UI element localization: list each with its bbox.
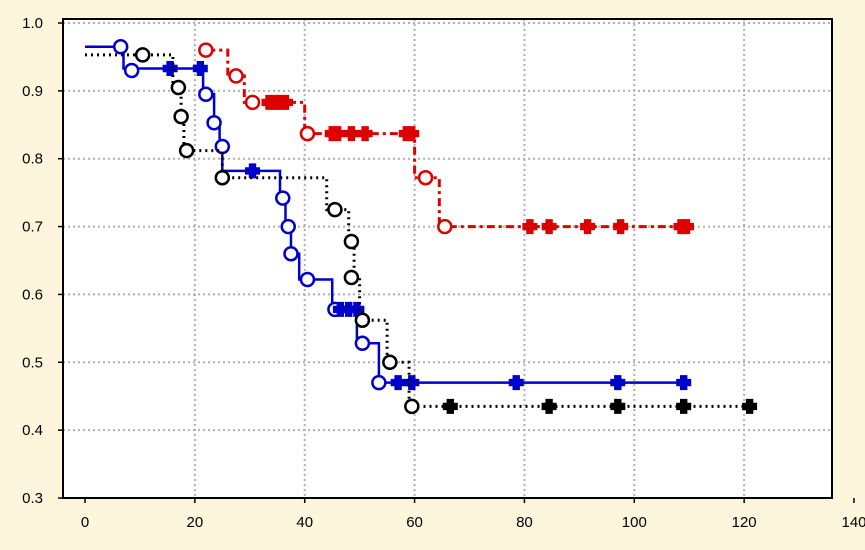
censor-marker [278,94,293,110]
event-marker [371,374,387,391]
censor-marker [679,219,694,235]
censor-marker [442,398,458,414]
x-axis: 0 20 40 60 80 100 120 140 [81,498,865,531]
x-tick-label: 20 [187,514,204,531]
censor-marker [245,163,260,179]
y-tick-label: 0.8 [22,151,43,168]
series-3 [198,42,694,235]
series-3-step-line [200,48,684,229]
censor-marker [541,219,557,235]
series-1 [85,39,692,391]
censor-marker [390,375,406,391]
censor-marker [610,398,626,414]
event-marker [437,218,453,235]
censor-marker [192,61,208,76]
event-marker [417,169,434,186]
plot-frame [62,18,833,499]
x-tick-label: 60 [406,514,423,531]
event-marker [299,271,316,288]
event-marker [354,312,371,328]
event-marker [170,79,187,96]
event-marker [283,245,299,262]
x-tick-label: 80 [516,514,533,531]
event-marker [214,169,231,186]
plot-area [63,19,832,498]
event-marker [343,269,360,286]
event-marker [354,335,371,352]
grid-lines [63,19,832,498]
event-marker [327,201,343,218]
censor-marker [343,126,359,142]
event-marker [382,354,398,371]
event-marker [134,47,151,63]
censor-marker [404,375,420,391]
x-tick-label: 120 [732,514,757,531]
x-tick-label: 40 [296,514,313,531]
series-layer [85,39,758,415]
censor-marker [404,126,420,142]
censor-marker [330,126,346,142]
event-marker [198,42,214,58]
y-tick-label: 0.3 [22,490,43,507]
censor-marker [610,375,626,391]
x-tick-label: 100 [622,514,647,531]
event-marker [274,190,291,206]
censor-marker [357,126,373,142]
event-marker [299,125,316,142]
censor-marker [613,219,629,235]
event-marker [173,108,189,125]
censor-marker [676,398,692,414]
censor-marker [541,398,557,414]
event-marker [244,94,261,111]
series-2-step-line [85,53,750,408]
event-marker [123,62,140,79]
event-marker [228,68,244,84]
series-2 [85,47,758,415]
event-marker [178,142,195,159]
y-axis: 0.3 0.4 0.5 0.6 0.7 0.8 0.9 1.0 [22,15,63,507]
y-tick-label: 0.9 [22,83,43,100]
y-tick-label: 0.5 [22,354,43,371]
y-tick-label: 1.0 [22,15,43,32]
censor-marker [522,219,538,235]
censor-marker [742,398,758,414]
censor-marker [580,219,596,235]
x-tick-label: 0 [81,514,89,531]
event-marker [206,115,222,131]
event-marker [343,233,360,250]
y-tick-label: 0.4 [22,422,43,439]
x-tick-label: 140 [841,514,865,531]
event-marker [404,398,420,415]
event-marker [198,86,214,102]
censor-marker [676,375,692,391]
event-marker [280,218,296,235]
event-marker [112,39,129,55]
y-tick-label: 0.6 [22,286,43,303]
censor-marker [508,375,524,391]
y-tick-label: 0.7 [22,219,43,236]
